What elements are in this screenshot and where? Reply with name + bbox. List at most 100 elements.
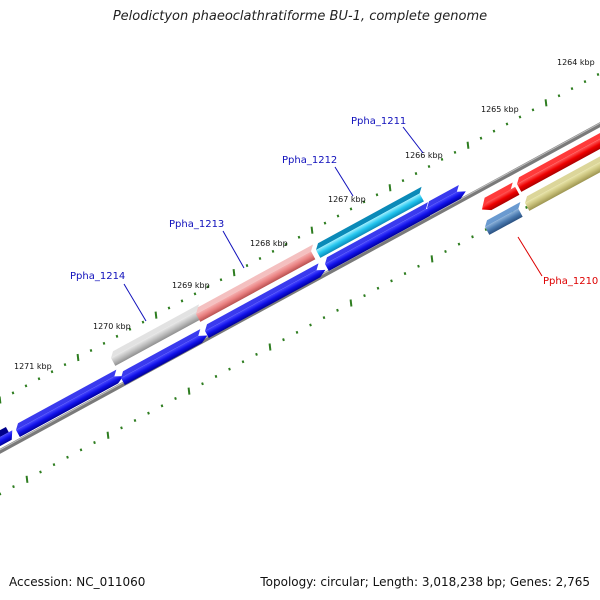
minor-tick [63, 363, 67, 367]
minor-tick [284, 242, 288, 246]
gene-label[interactable]: Ppha_1210 [543, 276, 598, 287]
minor-tick [115, 334, 119, 338]
minor-tick [241, 360, 245, 364]
gene-arrow-lower[interactable] [119, 328, 210, 386]
minor-tick [52, 463, 56, 467]
major-tick [388, 184, 392, 192]
minor-tick [245, 264, 249, 268]
minor-tick [128, 327, 132, 331]
minor-tick [271, 249, 275, 253]
gene-arrow-lower[interactable] [203, 262, 328, 339]
minor-tick [297, 235, 301, 239]
label-leader [517, 236, 543, 277]
minor-tick [375, 193, 379, 197]
minor-tick [414, 172, 418, 176]
major-tick [106, 431, 110, 439]
gene-arrow-ppha-1214[interactable] [109, 304, 206, 366]
minor-tick [160, 404, 164, 408]
minor-tick [453, 150, 457, 154]
gene-arrow-ppha-1210[interactable] [483, 202, 527, 235]
minor-tick [518, 115, 522, 119]
minor-tick [89, 348, 93, 352]
minor-tick [193, 292, 197, 296]
gene-label[interactable]: Ppha_1211 [351, 116, 406, 127]
label-leader [402, 126, 424, 154]
minor-tick [214, 374, 218, 378]
major-tick [76, 353, 80, 362]
minor-tick [219, 278, 223, 282]
scale-label: 1265 kbp [481, 105, 519, 114]
minor-tick [457, 242, 461, 246]
gene-label[interactable]: Ppha_1214 [70, 271, 125, 282]
major-tick [25, 475, 29, 483]
label-leader [222, 230, 245, 269]
minor-tick [505, 122, 509, 126]
gene-arrow-olive[interactable] [523, 148, 600, 211]
major-tick [268, 343, 272, 351]
minor-tick [37, 377, 41, 381]
minor-tick [336, 214, 340, 218]
minor-tick [349, 207, 353, 211]
major-tick [466, 141, 470, 149]
minor-tick [376, 286, 380, 290]
minor-tick [492, 129, 496, 133]
minor-tick [79, 448, 83, 452]
minor-tick [427, 164, 431, 169]
minor-tick [444, 249, 447, 254]
minor-tick [24, 384, 28, 388]
minor-tick [390, 279, 393, 283]
gene-label[interactable]: Ppha_1212 [282, 155, 337, 166]
minor-tick [50, 370, 54, 374]
minor-tick [102, 341, 106, 345]
gene-label[interactable]: Ppha_1213 [169, 219, 224, 230]
minor-tick [255, 352, 258, 356]
minor-tick [417, 264, 420, 268]
major-tick [187, 387, 191, 395]
minor-tick [295, 330, 299, 334]
gene-arrow-lower[interactable] [425, 184, 468, 216]
minor-tick [133, 419, 137, 423]
minor-tick [557, 94, 561, 98]
minor-tick [39, 470, 42, 474]
scale-label: 1271 kbp [14, 362, 52, 371]
accession-text: Accession: NC_011060 [9, 575, 146, 589]
minor-tick [180, 299, 184, 303]
major-tick [544, 99, 548, 107]
minor-tick [12, 485, 15, 489]
minor-tick [322, 316, 326, 320]
minor-tick [583, 80, 587, 84]
minor-tick [309, 323, 312, 327]
minor-tick [440, 157, 444, 161]
label-leader [334, 166, 354, 197]
minor-tick [282, 338, 285, 342]
major-tick [310, 226, 314, 234]
minor-tick [479, 136, 483, 140]
gene-arrow-ppha-1213[interactable] [194, 244, 320, 322]
minor-tick [471, 235, 474, 239]
gene-arrow-ppha-1211[interactable] [478, 182, 520, 213]
minor-tick [484, 227, 488, 231]
major-tick [349, 299, 353, 307]
minor-tick [401, 179, 405, 183]
scale-label: 1268 kbp [250, 239, 288, 248]
gene-arrow-lower[interactable] [323, 201, 437, 272]
topology-text: Topology: circular; Length: 3,018,238 bp… [260, 575, 590, 589]
major-tick [232, 269, 236, 277]
minor-tick [141, 320, 145, 324]
minor-tick [258, 256, 262, 260]
gene-arrow-lower[interactable] [14, 368, 126, 438]
minor-tick [525, 205, 528, 209]
minor-tick [362, 200, 366, 204]
minor-tick [323, 221, 327, 225]
gene-arrow-ppha-1212[interactable] [314, 186, 429, 258]
minor-tick [206, 285, 210, 289]
minor-tick [201, 382, 204, 386]
gene-arrow-lower[interactable] [0, 425, 16, 454]
scale-label: 1266 kbp [405, 151, 443, 160]
gene-arrow-red[interactable] [515, 129, 600, 192]
minor-tick [167, 306, 171, 310]
minor-tick [570, 87, 574, 91]
minor-tick [66, 455, 69, 459]
minor-tick [336, 308, 339, 312]
